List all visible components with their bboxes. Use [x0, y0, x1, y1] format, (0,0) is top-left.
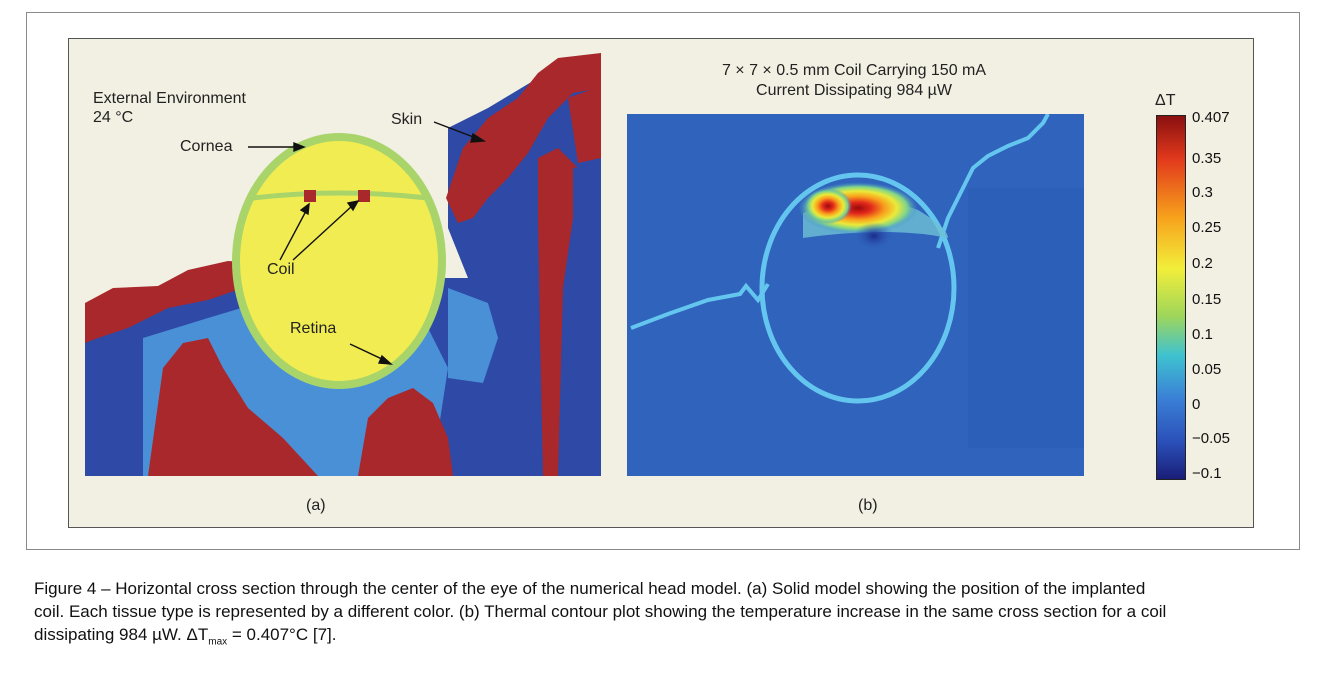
cornea-label: Cornea — [180, 138, 233, 155]
caption-line-3: dissipating 984 µW. ΔTmax = 0.407°C [7]. — [34, 623, 1234, 653]
environment-temperature-label: 24 °C — [93, 109, 134, 126]
colorbar-tick-label: 0.15 — [1192, 291, 1222, 308]
coil-marker-right — [358, 190, 370, 202]
retina-label: Retina — [290, 320, 337, 337]
caption-line-3-start: dissipating 984 µW. ΔT — [34, 625, 209, 644]
colorbar-tick-label: −0.1 — [1192, 465, 1222, 482]
caption-line-1: Figure 4 – Horizontal cross section thro… — [34, 579, 1146, 598]
skin-region — [446, 53, 601, 223]
colorbar-tick-label: 0.407 — [1192, 109, 1230, 126]
solid-model-image — [85, 50, 601, 476]
colorbar — [1156, 115, 1186, 480]
colorbar-tick-label: 0.05 — [1192, 361, 1222, 378]
figure-caption: Figure 4 – Horizontal cross section thro… — [34, 577, 1234, 653]
figure-graphics — [85, 50, 1084, 476]
thermal-contour-image — [627, 114, 1084, 476]
colorbar-tick-label: 0 — [1192, 396, 1201, 413]
thermal-plot-title-line1: 7 × 7 × 0.5 mm Coil Carrying 150 mA — [721, 62, 987, 79]
muscle-red-region-left — [85, 261, 280, 343]
colorbar-tick-label: −0.05 — [1192, 430, 1230, 447]
caption-line-2: coil. Each tissue type is represented by… — [34, 602, 1167, 621]
thermal-plot-title-line2: Current Dissipating 984 µW — [756, 82, 952, 99]
colorbar-tick-label: 0.25 — [1192, 219, 1222, 236]
coil-label: Coil — [267, 261, 295, 278]
colorbar-tick-label: 0.35 — [1192, 150, 1222, 167]
external-environment-label: External Environment — [93, 90, 246, 107]
panel-a-sublabel: (a) — [306, 497, 326, 514]
coil-marker-left — [304, 190, 316, 202]
colorbar-title: ΔT — [1155, 92, 1176, 109]
caption-subscript-max: max — [208, 636, 228, 648]
caption-line-3-end: = 0.407°C [7]. — [227, 625, 337, 644]
colorbar-tick-label: 0.2 — [1192, 255, 1213, 272]
skin-label: Skin — [391, 111, 423, 128]
colorbar-tick-label: 0.3 — [1192, 184, 1213, 201]
panel-b-sublabel: (b) — [858, 497, 878, 514]
annotation-arrows — [248, 121, 487, 365]
colorbar-tick-label: 0.1 — [1192, 326, 1213, 343]
eye-globe — [232, 133, 446, 389]
